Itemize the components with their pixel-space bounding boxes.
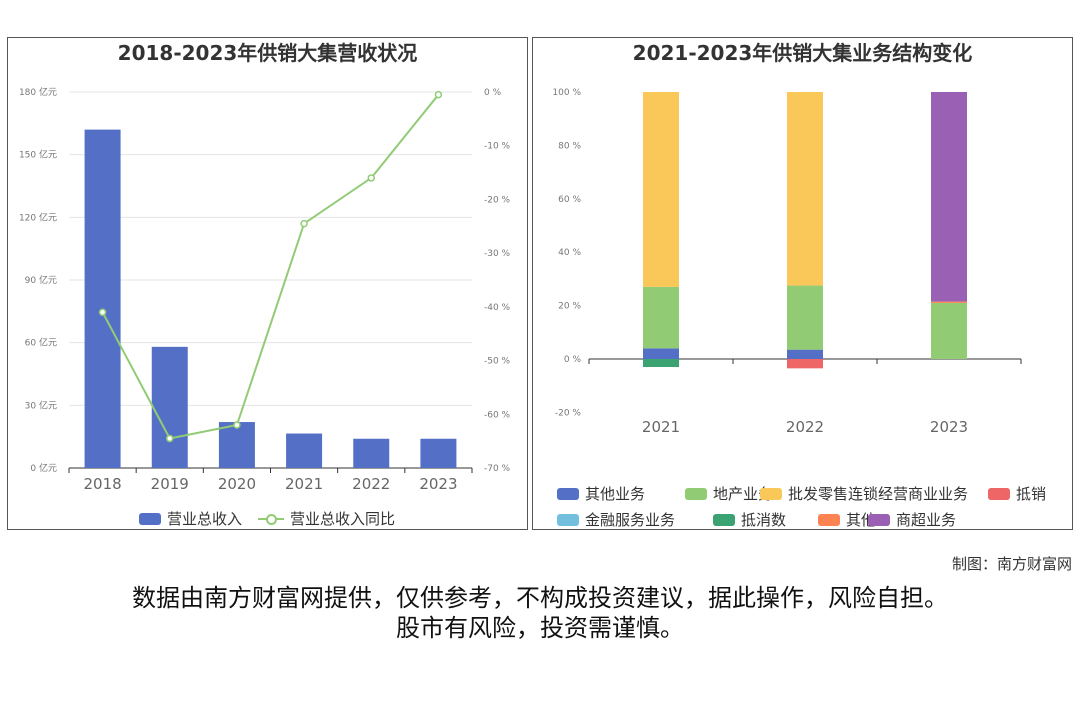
stacked-bar-segment bbox=[787, 285, 823, 350]
y-left-tick-label: 60 亿元 bbox=[25, 337, 57, 349]
legend-swatch bbox=[818, 513, 840, 526]
yoy-point bbox=[98, 308, 107, 316]
x-tick-label: 2019 bbox=[151, 475, 189, 493]
legend-item[interactable]: 抵消数 bbox=[713, 509, 787, 529]
y-left-tick-label: 0 亿元 bbox=[30, 462, 57, 474]
y-right-tick-label: -70 % bbox=[484, 464, 511, 474]
legend-item[interactable]: 抵销 bbox=[988, 483, 1046, 504]
revenue-chart-plot: 0 亿元 30 亿元 60 亿元 90 亿元 120 亿元 150 亿元 180 亿元 -70… bbox=[19, 86, 511, 493]
y-right-tick-label: -20 % bbox=[484, 195, 511, 205]
disclaimer: 数据由南方财富网提供，仅供参考，不构成投资建议，据此操作，风险自担。 股市有风险… bbox=[0, 583, 1080, 643]
business-structure-chart-plot: -20 % 0 % 20 % 40 % 60 % 80 % 100 % 2021 2022 202… bbox=[552, 88, 1022, 436]
legend-label: 抵消数 bbox=[741, 511, 787, 529]
legend-swatch bbox=[760, 487, 782, 500]
legend-swatch bbox=[258, 513, 284, 525]
stacked-bar-segment bbox=[931, 302, 967, 359]
stacked-bar-segment bbox=[643, 359, 679, 368]
y-left-tick-label: 150 亿元 bbox=[19, 149, 57, 161]
legend-swatch bbox=[713, 513, 735, 526]
legend-item[interactable]: 批发零售连锁经营商业业务 bbox=[760, 483, 968, 504]
legend-label: 地产业务 bbox=[713, 485, 774, 503]
legend-item[interactable]: 金融服务业务 bbox=[557, 509, 676, 529]
y-tick-label: 80 % bbox=[558, 141, 581, 151]
y-tick-label: 20 % bbox=[558, 302, 581, 312]
legend-item[interactable]: 其他业务 bbox=[557, 483, 645, 504]
legend-item[interactable]: 营业总收入同比 bbox=[258, 508, 395, 529]
legend-item[interactable]: 商超业务 bbox=[868, 509, 957, 529]
y-tick-label: 100 % bbox=[552, 88, 581, 98]
legend-label: 批发零售连锁经营商业业务 bbox=[788, 485, 969, 503]
legend-swatch bbox=[685, 487, 707, 500]
x-tick-label: 2020 bbox=[218, 475, 256, 493]
revenue-chart-title: 2018-2023年供销大集营收状况 bbox=[117, 41, 418, 65]
y-tick-label: 60 % bbox=[558, 195, 581, 205]
y-left-tick-label: 90 亿元 bbox=[25, 274, 57, 286]
stacked-bar-segment bbox=[787, 349, 823, 359]
revenue-bar bbox=[353, 438, 390, 468]
stacked-bar-segment bbox=[643, 92, 679, 287]
stacked-bar-segment bbox=[931, 301, 967, 303]
stacked-bar-segment bbox=[643, 286, 679, 349]
y-right-tick-label: -30 % bbox=[484, 249, 511, 259]
revenue-bar bbox=[84, 129, 121, 468]
disclaimer-line-2: 股市有风险，投资需谨慎。 bbox=[396, 614, 684, 642]
legend-swatch bbox=[868, 513, 890, 526]
business-structure-chart-title: 2021-2023年供销大集业务结构变化 bbox=[632, 41, 973, 65]
legend-label: 营业总收入同比 bbox=[290, 510, 396, 528]
y-left-tick-label: 180 亿元 bbox=[19, 86, 57, 98]
legend-label: 商超业务 bbox=[896, 511, 957, 529]
legend-swatch bbox=[139, 512, 161, 525]
legend-label: 营业总收入 bbox=[167, 510, 243, 528]
x-tick-label: 2023 bbox=[930, 418, 968, 436]
y-tick-label: 40 % bbox=[558, 248, 581, 258]
legend-swatch bbox=[557, 487, 579, 500]
legend-item[interactable]: 营业总收入 bbox=[139, 508, 242, 529]
revenue-chart-panel: 2018-2023年供销大集营收状况 0 亿元 30 亿元 60 亿元 90 亿元 12… bbox=[7, 37, 528, 530]
y-left-tick-label: 120 亿元 bbox=[19, 211, 57, 223]
stacked-bar-segment bbox=[787, 92, 823, 286]
revenue-bar bbox=[420, 438, 457, 468]
x-tick-label: 2018 bbox=[83, 475, 121, 493]
yoy-point bbox=[300, 219, 308, 228]
legend-swatch bbox=[557, 513, 579, 526]
revenue-bar bbox=[151, 346, 188, 468]
yoy-point bbox=[233, 421, 241, 429]
yoy-line bbox=[101, 94, 440, 440]
y-left-tick-label: 30 亿元 bbox=[25, 399, 57, 411]
x-tick-label: 2021 bbox=[285, 475, 323, 493]
yoy-point bbox=[166, 434, 174, 443]
x-tick-label: 2022 bbox=[352, 475, 390, 493]
y-tick-label: 0 % bbox=[564, 355, 582, 365]
business-structure-chart-panel: 2021-2023年供销大集业务结构变化 -20 % 0 % 20 % 40 % 60 … bbox=[532, 37, 1073, 530]
yoy-point bbox=[367, 174, 375, 182]
x-tick-label: 2023 bbox=[419, 475, 457, 493]
disclaimer-line-1: 数据由南方财富网提供，仅供参考，不构成投资建议，据此操作，风险自担。 bbox=[132, 584, 948, 612]
legend-label: 抵销 bbox=[1016, 485, 1047, 503]
y-right-tick-label: -50 % bbox=[484, 357, 511, 367]
y-right-tick-label: -40 % bbox=[484, 303, 511, 313]
x-tick-label: 2021 bbox=[642, 418, 680, 436]
y-right-tick-label: 0 % bbox=[484, 88, 502, 98]
legend-item[interactable]: 地产业务 bbox=[685, 483, 773, 504]
y-right-tick-label: -10 % bbox=[484, 142, 511, 152]
chart-credit: 制图：南方财富网 bbox=[951, 555, 1072, 573]
legend-swatch bbox=[988, 487, 1010, 500]
stacked-bar-segment bbox=[787, 359, 823, 369]
revenue-bar bbox=[218, 422, 255, 468]
x-tick-label: 2022 bbox=[786, 418, 824, 436]
legend-label: 金融服务业务 bbox=[585, 511, 676, 529]
y-right-tick-label: -60 % bbox=[484, 410, 511, 420]
yoy-point bbox=[434, 90, 443, 99]
stacked-bar-segment bbox=[643, 348, 679, 359]
revenue-bar bbox=[286, 433, 323, 468]
y-tick-label: -20 % bbox=[555, 408, 582, 418]
stacked-bar-segment bbox=[931, 92, 967, 302]
legend-label: 其他业务 bbox=[585, 485, 646, 503]
